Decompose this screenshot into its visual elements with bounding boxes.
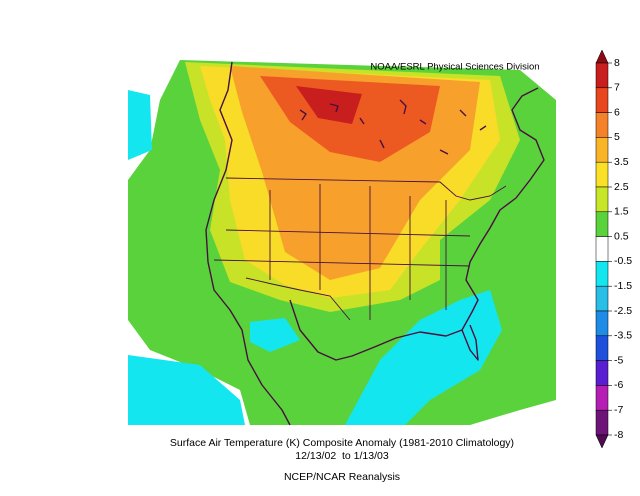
map <box>128 55 556 426</box>
colorbar-label: -3.5 <box>614 330 632 342</box>
colorbar-label: 7 <box>614 82 620 94</box>
colorbar-segment <box>595 211 609 237</box>
colorbar-label: 0.5 <box>614 230 629 242</box>
colorbar-label: -1.5 <box>614 280 632 292</box>
colorbar-label: -6 <box>614 379 623 391</box>
colorbar-label: 2.5 <box>614 181 629 193</box>
credit: NOAA/ESRL Physical Sciences Division <box>370 62 539 73</box>
colorbar-label: -0.5 <box>614 255 632 267</box>
colorbar-label: 1.5 <box>614 206 629 218</box>
source: NCEP/NCAR Reanalysis <box>284 471 400 483</box>
colorbar-segment <box>595 112 609 138</box>
colorbar-segment <box>595 261 609 287</box>
colorbar-label: 5 <box>614 131 620 143</box>
colorbar-segment <box>595 360 609 386</box>
map-title: Surface Air Temperature (K) Composite An… <box>170 437 514 449</box>
colorbar-segment <box>595 285 609 312</box>
anomaly-cyan <box>250 318 300 352</box>
anomaly-cyan <box>345 290 502 425</box>
colorbar-segment <box>595 161 609 188</box>
colorbar-segment <box>595 385 609 411</box>
colorbar-segment <box>595 87 609 113</box>
colorbar-arrow-bottom <box>595 434 609 449</box>
colorbar: 8 7 6 5 3.5 2.5 1.5 0.5 -0.5 -1.5 -2.5 -3.5 -5 -6 -7 -8 <box>595 49 632 449</box>
colorbar-label: 8 <box>614 57 620 69</box>
mexico-border <box>245 277 351 321</box>
colorbar-segment <box>595 310 609 337</box>
colorbar-segment <box>595 62 609 89</box>
colorbar-label: -8 <box>614 429 623 441</box>
anomaly-cyan <box>128 90 152 160</box>
colorbar-segment <box>595 335 609 361</box>
colorbar-label: 3.5 <box>614 156 629 168</box>
colorbar-arrow-top <box>595 49 609 64</box>
colorbar-segment <box>595 186 609 213</box>
canada-border <box>225 177 507 201</box>
colorbar-label: 6 <box>614 106 620 118</box>
colorbar-segment <box>595 409 609 436</box>
colorbar-segment <box>595 137 609 163</box>
anomaly-red <box>296 86 362 124</box>
date-range: 12/13/02 to 1/13/03 <box>295 450 389 462</box>
colorbar-segment <box>595 236 609 262</box>
anomaly-cyan <box>128 355 245 425</box>
florida <box>461 324 479 361</box>
colorbar-label: -7 <box>614 404 623 416</box>
east-coast <box>289 87 545 361</box>
colorbar-label: -5 <box>614 354 623 366</box>
state-borders <box>213 184 471 320</box>
lakes <box>299 99 487 155</box>
colorbar-label: -2.5 <box>614 305 632 317</box>
west-coast <box>205 61 291 426</box>
